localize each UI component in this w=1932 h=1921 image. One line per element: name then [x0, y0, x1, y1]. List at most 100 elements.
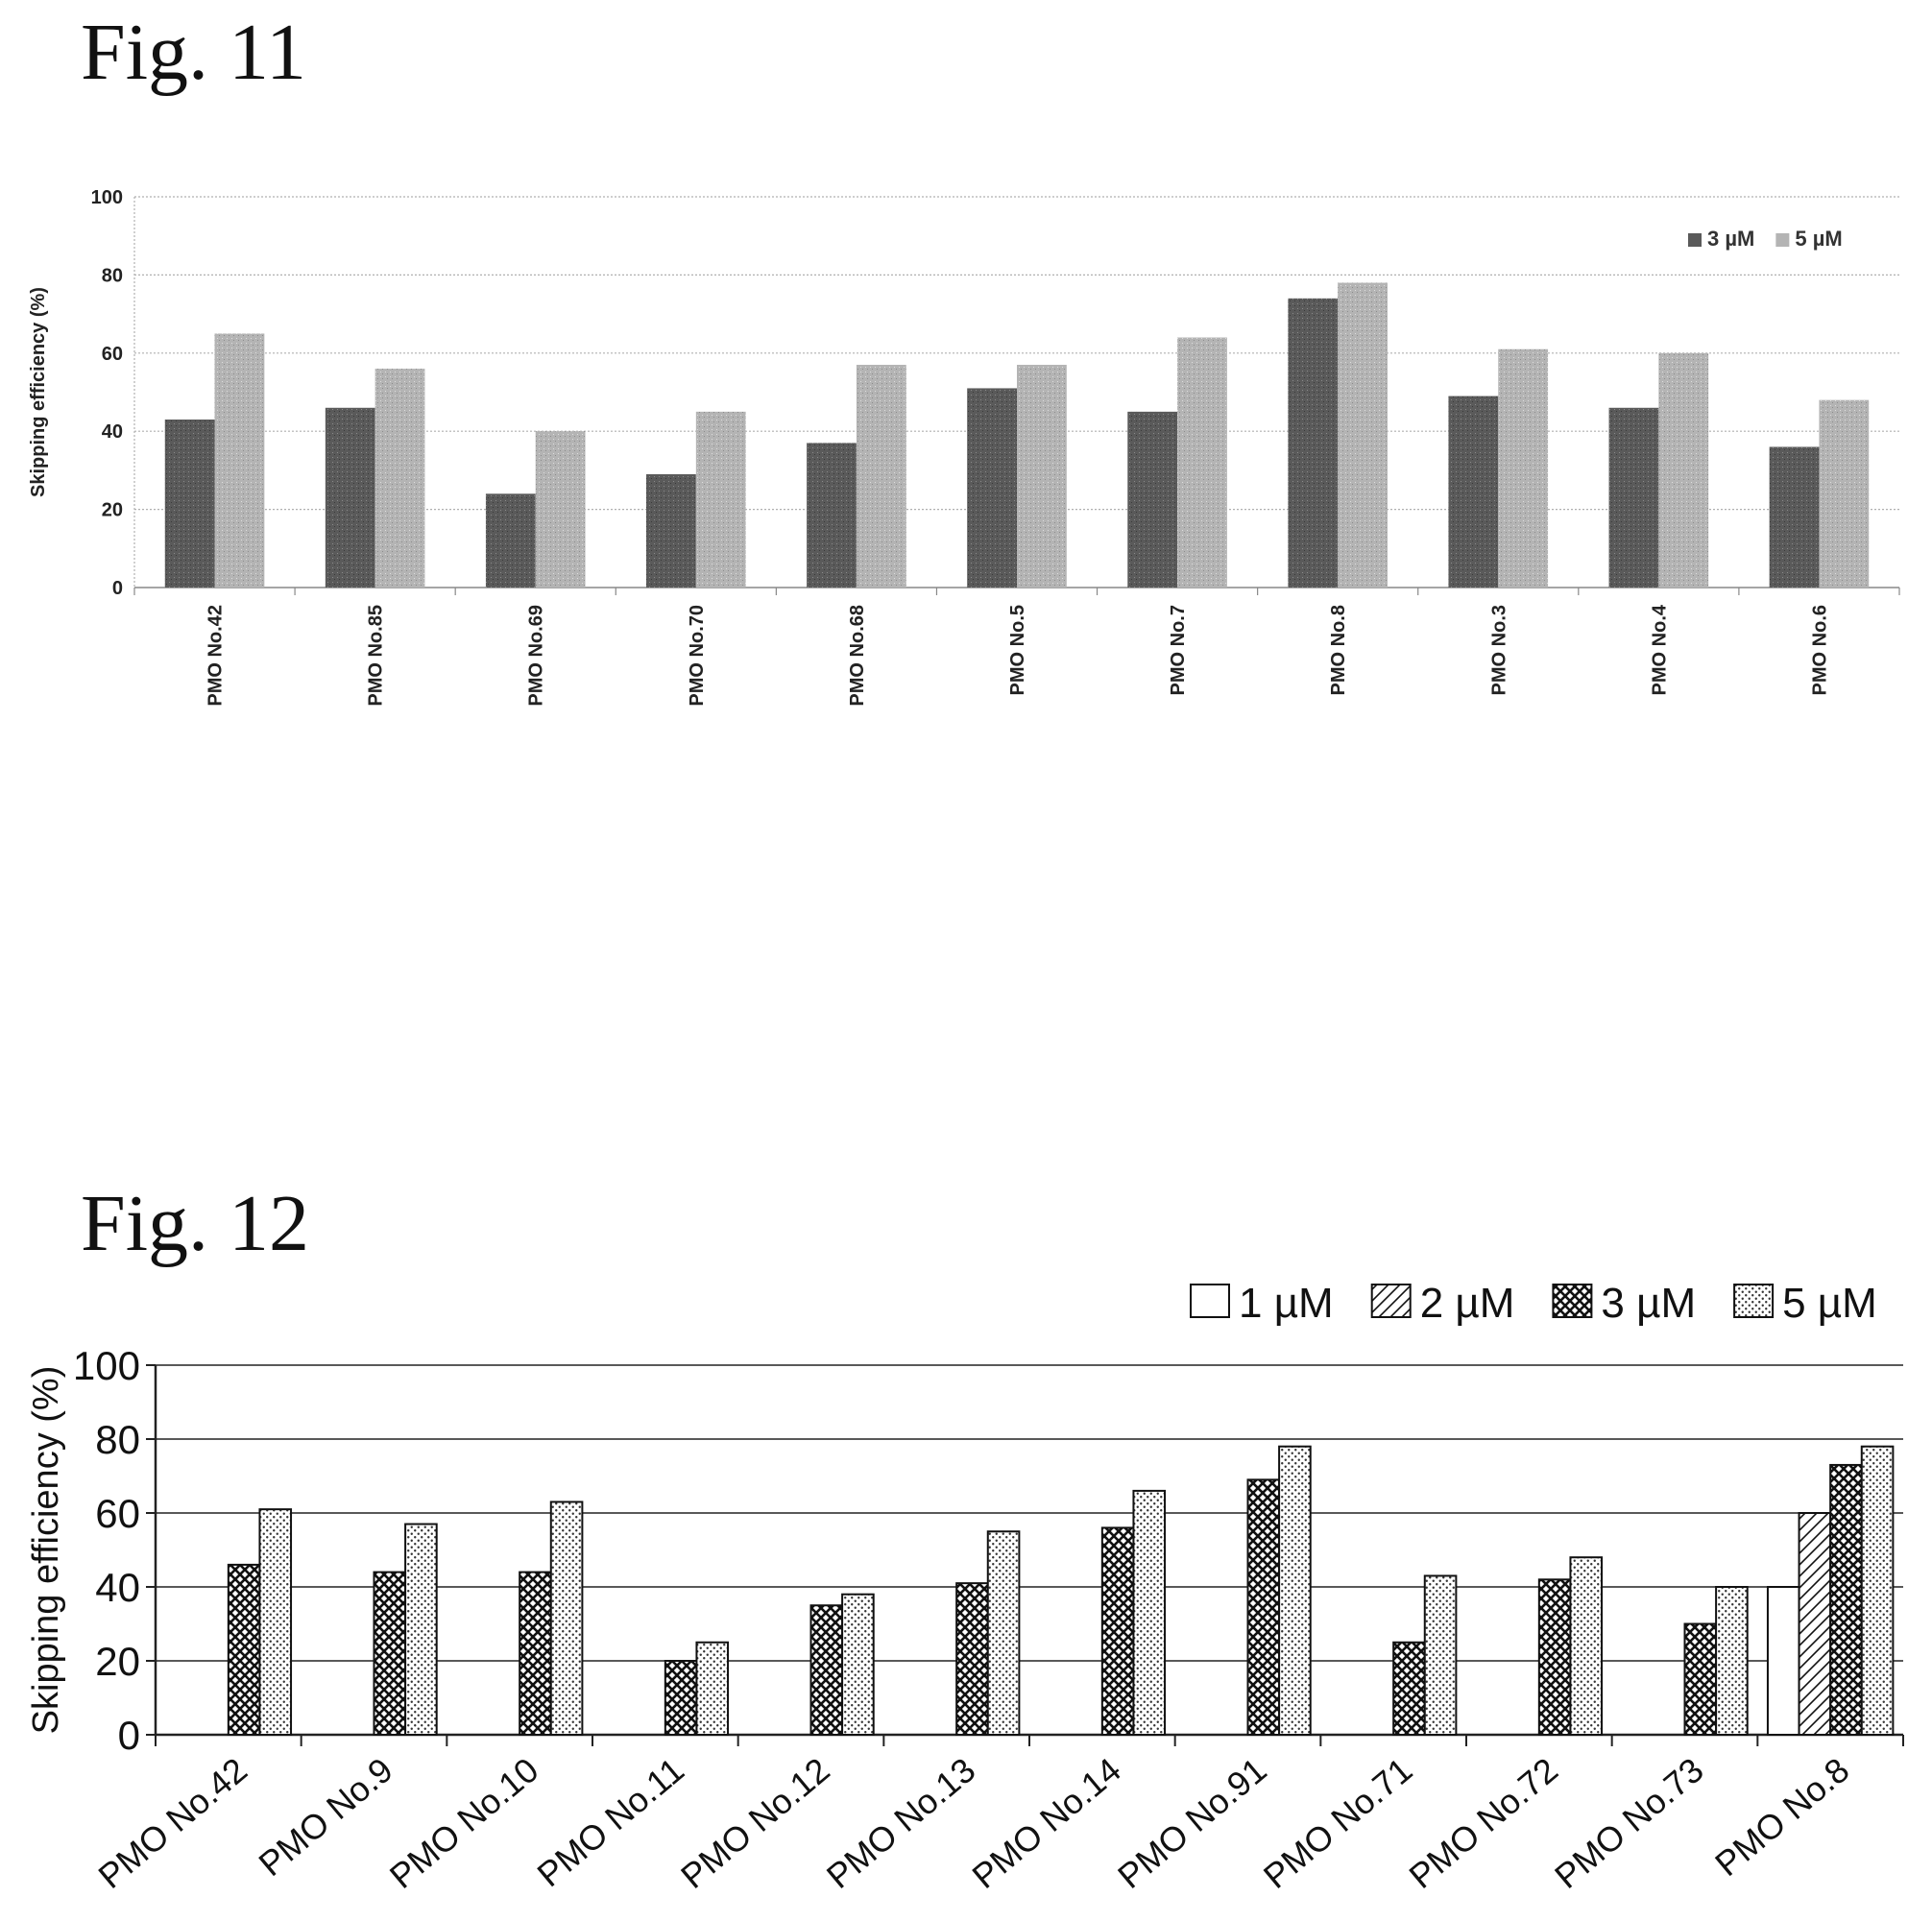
x-category-label: PMO No.3 — [1488, 605, 1509, 695]
x-category-label: PMO No.71 — [1256, 1750, 1419, 1896]
bar-5uM — [1177, 337, 1227, 588]
bar-dots — [1860, 1445, 1895, 1736]
bar-5uM — [1498, 348, 1549, 588]
bar-dots — [1278, 1445, 1312, 1736]
bar-5uM — [214, 333, 265, 588]
y-tick-label: 40 — [95, 1565, 140, 1610]
y-tick-label: 0 — [112, 578, 123, 599]
x-category-label: PMO No.8 — [1707, 1750, 1856, 1884]
bar-crosshatch — [1829, 1463, 1863, 1736]
y-tick-label: 20 — [102, 500, 123, 521]
bar-3uM — [1288, 298, 1339, 588]
bar-crosshatch — [227, 1563, 261, 1737]
legend-swatch — [1552, 1284, 1593, 1318]
bar-3uM — [646, 473, 696, 588]
bar-dots — [1132, 1489, 1167, 1737]
bar-crosshatch — [1392, 1641, 1426, 1736]
bar-3uM — [1608, 407, 1659, 588]
bar-5uM — [1338, 282, 1388, 588]
x-category-label: PMO No.68 — [847, 605, 868, 707]
legend-label: 5 µM — [1782, 1280, 1877, 1327]
x-category-label: PMO No.70 — [687, 605, 708, 707]
bar-5uM — [374, 369, 425, 588]
bar-3uM — [325, 407, 375, 588]
bar-3uM — [1127, 411, 1178, 588]
bar-3uM — [1769, 446, 1820, 588]
x-category-label: PMO No.4 — [1649, 604, 1670, 695]
legend-swatch — [1733, 1284, 1775, 1318]
bar-5uM — [1017, 365, 1067, 588]
bar-3uM — [967, 388, 1017, 588]
bar-5uM — [535, 431, 586, 588]
bar-3uM — [485, 493, 536, 588]
figure-12-title: Fig. 12 — [81, 1179, 309, 1268]
bar-crosshatch — [1537, 1578, 1572, 1737]
x-category-label: PMO No.5 — [1007, 605, 1028, 695]
bar-dots — [841, 1593, 875, 1736]
y-tick-label: 40 — [102, 421, 123, 443]
y-axis-label: Skipping efficiency (%) — [28, 287, 49, 497]
bar-3uM — [164, 419, 215, 588]
x-category-label: PMO No.9 — [252, 1750, 400, 1884]
legend-label: 5 µM — [1795, 227, 1842, 251]
bar-crosshatch — [1246, 1478, 1281, 1736]
bar-dots — [1423, 1574, 1458, 1736]
chart-fig-11: 0 20 40 60 80 100 PMO No.42 PMO No.85 PMO No.69 P… — [28, 187, 1900, 707]
bar-crosshatch — [1683, 1622, 1718, 1736]
bar-crosshatch — [1100, 1526, 1135, 1737]
bar-hatch — [1798, 1512, 1832, 1736]
bar-empty — [1766, 1586, 1800, 1736]
legend-label: 3 µM — [1707, 227, 1754, 251]
x-category-label: PMO No.72 — [1402, 1750, 1565, 1896]
y-axis-label: Skipping efficiency (%) — [26, 1366, 66, 1735]
bar-dots — [258, 1508, 293, 1737]
y-tick-label: 0 — [118, 1713, 140, 1758]
y-tick-label: 60 — [95, 1491, 140, 1536]
bar-3uM — [807, 443, 857, 588]
bar-dots — [986, 1530, 1021, 1736]
legend-label: 2 µM — [1420, 1280, 1515, 1327]
bar-dots — [549, 1501, 584, 1736]
bar-crosshatch — [373, 1571, 407, 1736]
y-tick-label: 100 — [73, 1343, 140, 1388]
bar-3uM — [1448, 396, 1499, 588]
x-category-label: PMO No.13 — [819, 1750, 982, 1896]
y-tick-label: 20 — [95, 1639, 140, 1684]
bar-5uM — [856, 365, 906, 588]
legend-label: 1 µM — [1239, 1280, 1334, 1327]
x-category-label: PMO No.14 — [965, 1750, 1128, 1896]
bar-5uM — [1819, 399, 1870, 588]
x-category-label: PMO No.69 — [526, 605, 547, 707]
bar-5uM — [695, 411, 746, 588]
bar-dots — [695, 1641, 730, 1736]
legend-label: 3 µM — [1601, 1280, 1696, 1327]
x-category-label: PMO No.10 — [382, 1750, 545, 1896]
y-tick-label: 80 — [102, 265, 123, 286]
bar-crosshatch — [809, 1604, 844, 1736]
x-category-label: PMO No.6 — [1809, 605, 1830, 695]
x-category-label: PMO No.11 — [530, 1750, 691, 1895]
x-category-label: PMO No.42 — [91, 1750, 254, 1896]
bar-crosshatch — [955, 1582, 989, 1737]
x-category-label: PMO No.42 — [205, 605, 227, 707]
x-category-label: PMO No.73 — [1547, 1750, 1710, 1896]
y-tick-label: 100 — [91, 187, 123, 208]
x-category-label: PMO No.85 — [366, 605, 387, 707]
y-tick-label: 60 — [102, 344, 123, 365]
bar-dots — [1715, 1586, 1749, 1736]
legend-swatch — [1775, 233, 1790, 247]
x-category-label: PMO No.91 — [1110, 1750, 1273, 1896]
bar-5uM — [1658, 352, 1709, 588]
y-tick-label: 80 — [95, 1417, 140, 1462]
bar-dots — [1569, 1556, 1604, 1736]
legend-swatch — [1370, 1284, 1412, 1318]
bar-crosshatch — [519, 1571, 552, 1736]
figure-11-title: Fig. 11 — [81, 8, 306, 97]
x-category-label: PMO No.12 — [673, 1750, 836, 1896]
bar-dots — [404, 1523, 438, 1737]
x-category-label: PMO No.8 — [1328, 605, 1349, 695]
bar-crosshatch — [664, 1660, 698, 1736]
x-category-label: PMO No.7 — [1168, 605, 1189, 695]
